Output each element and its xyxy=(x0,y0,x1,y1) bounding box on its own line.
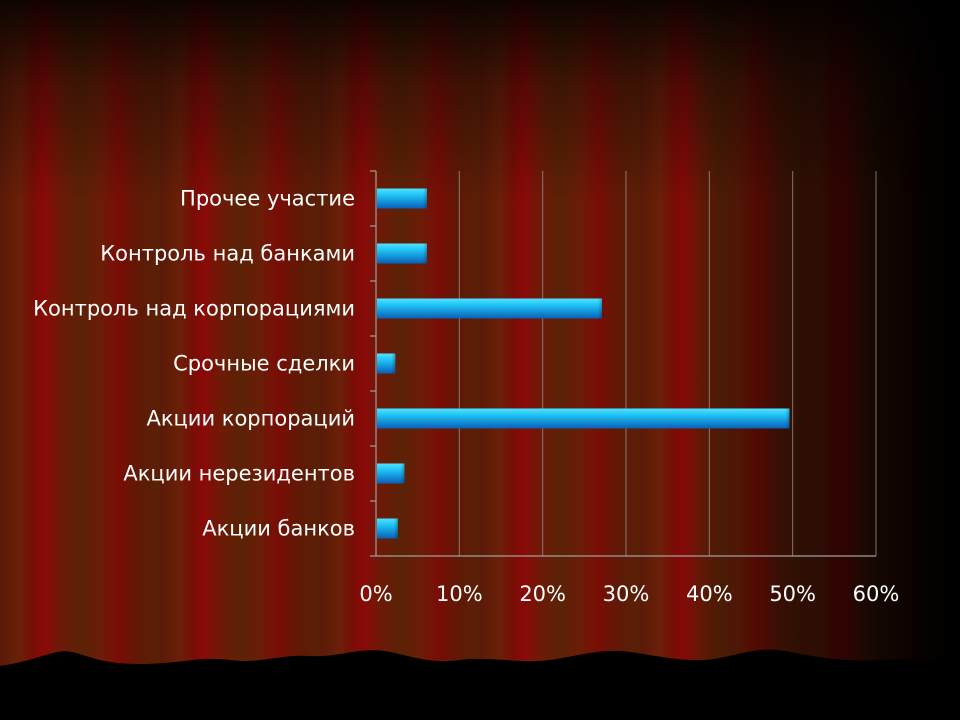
x-tick-label: 40% xyxy=(686,582,733,606)
category-label: Акции банков xyxy=(202,517,355,541)
bar-end-shade xyxy=(423,188,427,209)
x-tick-label: 30% xyxy=(603,582,650,606)
category-label: Акции нерезидентов xyxy=(123,462,355,486)
category-label: Акции корпораций xyxy=(146,407,355,431)
category-labels: Прочее участие Контроль над банками Контро… xyxy=(33,187,355,541)
bar xyxy=(377,463,405,484)
axes xyxy=(370,170,876,557)
bar xyxy=(377,188,427,209)
bar-end-shade xyxy=(598,298,602,319)
x-tick-label: 10% xyxy=(436,582,483,606)
category-label: Срочные сделки xyxy=(173,352,355,376)
x-tick-label: 60% xyxy=(853,582,900,606)
category-label: Контроль над банками xyxy=(100,242,355,266)
bar xyxy=(377,408,790,429)
bar-end-shade xyxy=(391,353,396,374)
x-tick-label: 20% xyxy=(519,582,566,606)
category-label: Прочее участие xyxy=(180,187,355,211)
x-tick-label: 0% xyxy=(359,582,392,606)
bar-end-shade xyxy=(393,518,398,539)
gridlines xyxy=(458,171,877,556)
bar-end-shade xyxy=(423,243,427,264)
bar xyxy=(377,243,427,264)
bar xyxy=(377,353,396,374)
bar xyxy=(377,518,398,539)
bar-end-shade xyxy=(400,463,405,484)
bar-end-shade xyxy=(785,408,790,429)
bar xyxy=(377,298,602,319)
category-label: Контроль над корпорациями xyxy=(33,297,355,321)
x-tick-label: 50% xyxy=(769,582,816,606)
bars xyxy=(377,188,790,539)
tick-labels: 0% 10% 20% 30% 40% 50% 60% xyxy=(359,582,899,606)
